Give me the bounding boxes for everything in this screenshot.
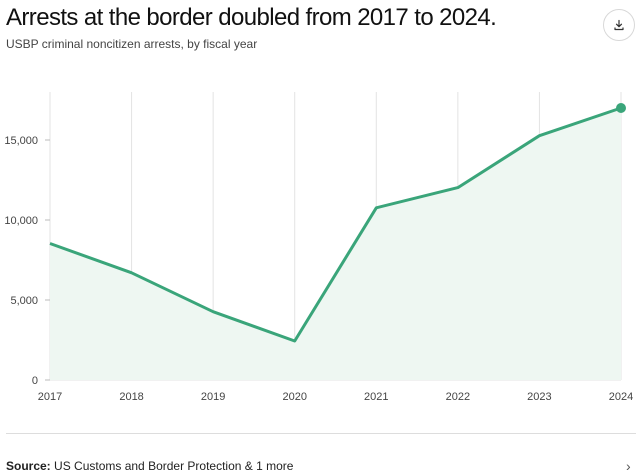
data-point <box>212 310 215 313</box>
chevron-right-icon[interactable]: › <box>626 458 631 474</box>
x-tick-label: 2018 <box>119 391 143 403</box>
x-tick-label: 2017 <box>38 391 62 403</box>
x-axis-labels: 2017 2018 2019 2020 2021 2022 2023 2024 <box>38 391 633 403</box>
x-tick-label: 2022 <box>446 391 470 403</box>
source-note[interactable]: Source: US Customs and Border Protection… <box>6 459 293 473</box>
y-tick-label: 5,000 <box>10 295 38 307</box>
data-point <box>293 339 296 342</box>
last-data-point <box>616 103 626 113</box>
data-point <box>538 134 541 137</box>
download-button[interactable] <box>603 9 635 41</box>
source-label: Source: <box>6 459 51 473</box>
data-point <box>375 206 378 209</box>
y-tick-label: 15,000 <box>4 135 38 147</box>
source-text: US Customs and Border Protection & 1 mor… <box>54 459 294 473</box>
data-point <box>49 242 52 245</box>
chart-series-line <box>49 106 622 343</box>
chart-area-fill <box>50 108 621 380</box>
chart-marks <box>49 103 626 342</box>
x-tick-label: 2021 <box>364 391 388 403</box>
x-tick-label: 2019 <box>201 391 225 403</box>
y-tick-label: 10,000 <box>4 215 38 227</box>
chart-title: Arrests at the border doubled from 2017 … <box>6 4 497 31</box>
x-tick-label: 2023 <box>527 391 551 403</box>
y-axis-labels: 0 5,000 10,000 15,000 <box>4 135 38 387</box>
download-icon <box>614 19 624 31</box>
y-tick-label: 0 <box>32 375 38 387</box>
data-point <box>456 186 459 189</box>
x-tick-label: 2020 <box>282 391 306 403</box>
data-point <box>130 271 133 274</box>
footer-divider <box>6 433 636 434</box>
x-tick-label: 2024 <box>609 391 633 403</box>
chart-subtitle: USBP criminal noncitizen arrests, by fis… <box>6 37 258 51</box>
